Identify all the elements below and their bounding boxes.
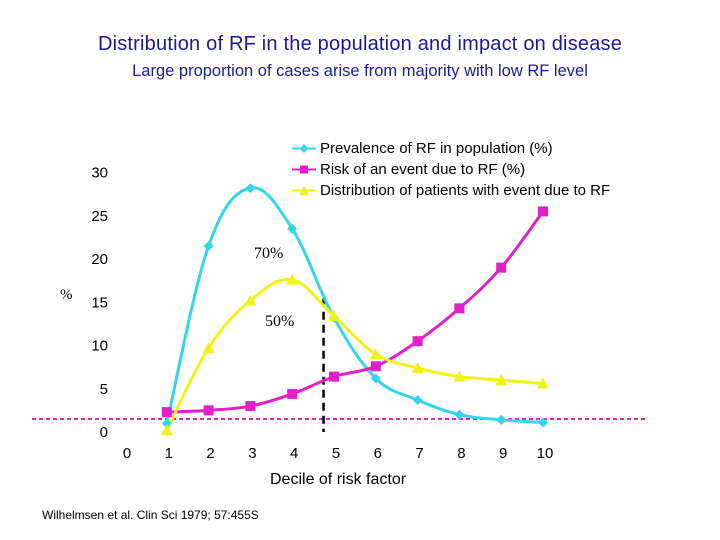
legend-swatch-prevalence [292, 144, 316, 153]
x-tick-label-7: 7 [415, 445, 423, 462]
data-point-prevalence-1 [161, 418, 172, 429]
legend-swatch-distribution [292, 186, 316, 195]
y-tick-label-30: 30 [91, 165, 108, 182]
x-tick-label-2: 2 [206, 445, 214, 462]
x-tick-label-0: 0 [123, 445, 131, 462]
data-point-distribution-10 [537, 377, 549, 389]
x-tick-label-9: 9 [499, 445, 507, 462]
data-point-distribution-4 [286, 273, 299, 285]
source-citation: Wilhelmsen et al. Clin Sci 1979; 57:455S [42, 508, 259, 522]
data-point-prevalence-2 [203, 241, 214, 252]
chart-subtitle: Large proportion of cases arise from maj… [132, 62, 588, 80]
data-point-distribution-7 [411, 361, 424, 373]
data-point-risk-9 [496, 262, 507, 273]
data-point-risk-4 [287, 388, 298, 399]
x-tick-label-1: 1 [165, 445, 173, 462]
annotation-70-percent: 70% [254, 245, 284, 262]
legend-label-distribution: Distribution of patients with event due … [320, 182, 611, 199]
data-point-distribution-5 [328, 310, 340, 322]
data-point-risk-1 [161, 407, 172, 418]
data-point-prevalence-4 [287, 223, 298, 234]
annotation-50-percent: 50% [265, 313, 295, 330]
x-axis-label: Decile of risk factor [270, 471, 407, 488]
chart-title: Distribution of RF in the population and… [97, 33, 623, 55]
data-point-distribution-3 [244, 294, 257, 306]
x-tick-label-3: 3 [248, 445, 256, 462]
series-line-prevalence [165, 186, 544, 424]
data-point-risk-10 [538, 206, 548, 217]
legend-label-risk: Risk of an event due to RF (%) [320, 161, 526, 178]
y-tick-label-25: 25 [91, 208, 108, 225]
y-tick-label-10: 10 [91, 338, 108, 355]
data-point-prevalence-10 [538, 417, 548, 428]
data-point-risk-8 [454, 303, 465, 314]
chart-legend: Prevalence of RF in population (%) Risk … [292, 138, 610, 201]
legend-swatch-risk [292, 165, 316, 174]
data-point-distribution-2 [202, 342, 215, 354]
legend-label-prevalence: Prevalence of RF in population (%) [320, 140, 553, 157]
y-tick-label-0: 0 [100, 424, 108, 441]
series-line-distribution [165, 277, 544, 431]
x-tick-label-6: 6 [374, 445, 382, 462]
legend-item-risk: Risk of an event due to RF (%) [292, 159, 610, 180]
y-tick-label-20: 20 [91, 251, 108, 268]
x-tick-label-10: 10 [537, 445, 554, 462]
data-point-risk-2 [203, 405, 214, 416]
series-line-risk [166, 210, 545, 414]
legend-item-distribution: Distribution of patients with event due … [292, 180, 610, 201]
y-tick-label-5: 5 [100, 381, 108, 398]
data-point-risk-3 [245, 401, 256, 412]
y-axis-label: % [60, 287, 73, 303]
data-point-risk-5 [329, 371, 339, 382]
x-tick-label-5: 5 [332, 445, 340, 462]
data-point-prevalence-3 [245, 183, 256, 194]
data-point-prevalence-6 [370, 373, 381, 384]
legend-item-prevalence: Prevalence of RF in population (%) [292, 138, 610, 159]
y-tick-label-15: 15 [91, 294, 108, 311]
data-point-distribution-8 [453, 370, 466, 382]
data-point-distribution-9 [495, 374, 508, 386]
x-tick-label-4: 4 [290, 445, 298, 462]
data-point-risk-6 [370, 361, 381, 372]
data-point-risk-7 [412, 336, 423, 347]
data-point-prevalence-7 [412, 394, 423, 405]
data-point-distribution-6 [369, 348, 382, 360]
data-point-prevalence-9 [496, 414, 507, 425]
x-tick-label-8: 8 [457, 445, 465, 462]
data-point-distribution-1 [160, 424, 173, 436]
data-point-prevalence-8 [454, 409, 465, 420]
